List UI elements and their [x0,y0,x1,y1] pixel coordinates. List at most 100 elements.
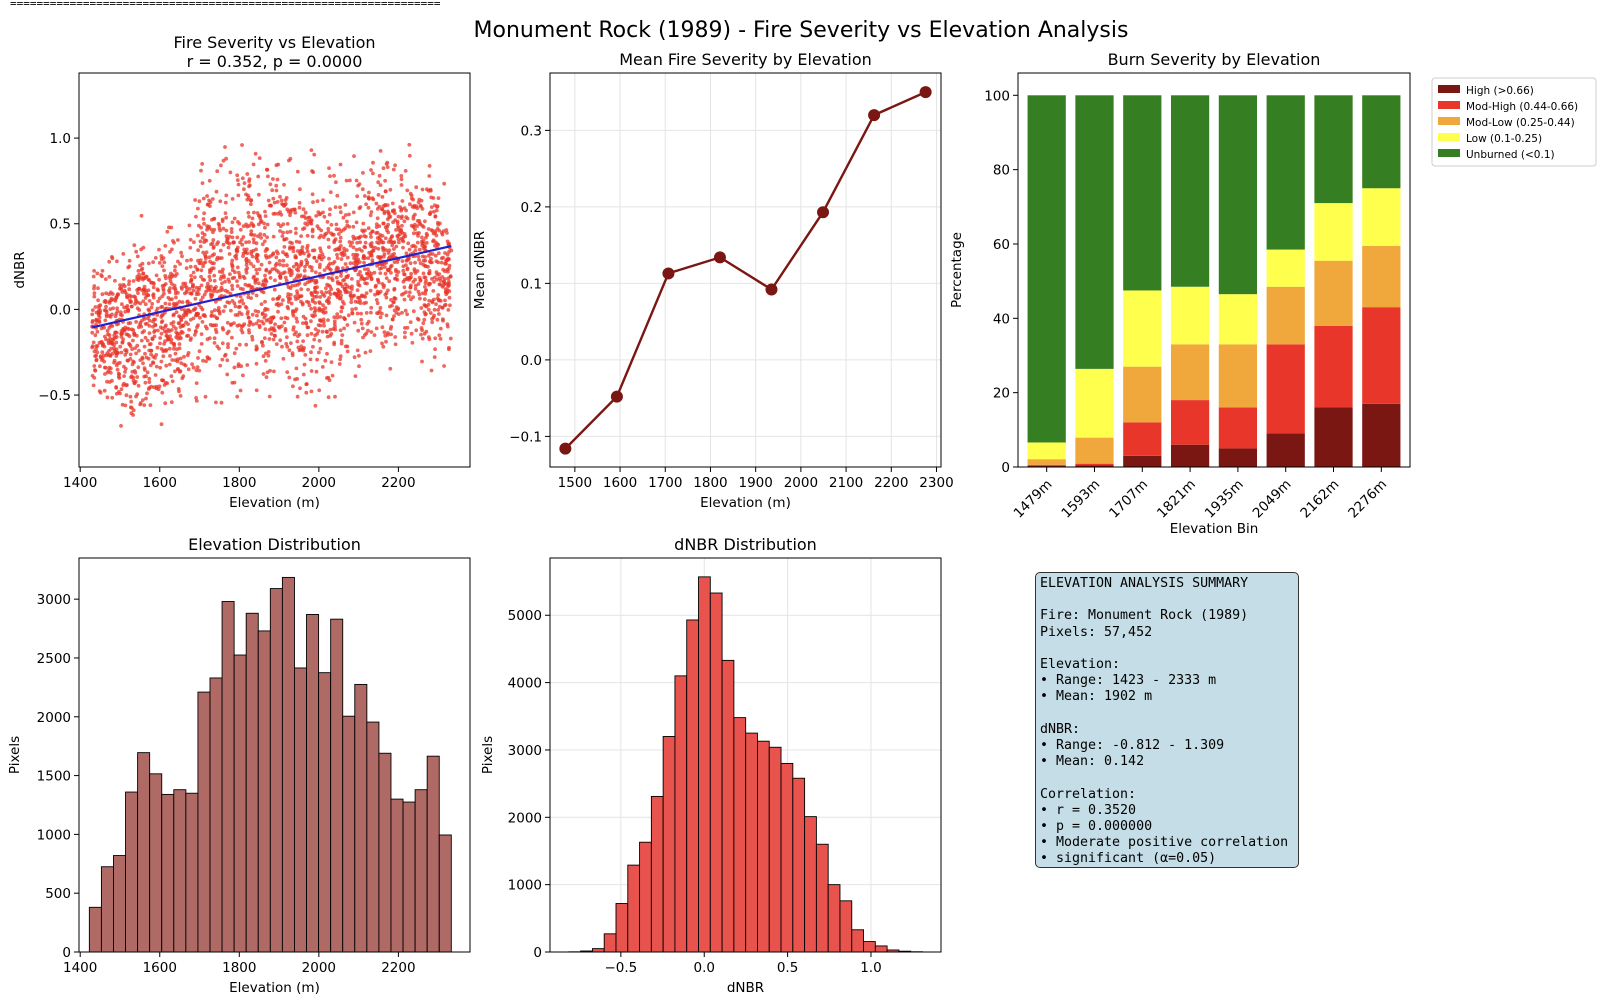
scatter-point [200,307,205,312]
x-tick-label: 1600 [143,960,177,976]
x-axis-label: Elevation (m) [229,980,320,996]
scatter-point [154,364,159,369]
scatter-point [127,258,132,263]
scatter-point [243,250,248,255]
scatter-point [151,292,156,297]
scatter-point [366,328,370,333]
scatter-point [306,287,310,292]
scatter-point [323,306,328,310]
scatter-point [153,256,158,260]
scatter-point [297,201,302,205]
scatter-point [323,358,328,363]
scatter-point [366,226,371,231]
scatter-point [142,403,147,407]
scatter-point [233,313,238,317]
scatter-point [262,221,266,226]
scatter-point [174,295,178,300]
scatter-point [383,271,388,276]
scatter-point [205,281,210,286]
scatter-point [326,375,331,380]
scatter-point [423,219,427,224]
scatter-point [357,283,362,288]
scatter-point [174,310,179,314]
scatter-point [244,222,249,227]
scatter-point [131,359,136,364]
scatter-point [188,245,193,250]
scatter-point [288,273,293,278]
scatter-point [324,329,329,334]
scatter-point [97,310,101,315]
scatter-point [104,291,108,296]
scatter-point [115,293,120,298]
scatter-point [309,306,313,311]
scatter-point [265,222,270,227]
scatter-point [420,243,425,248]
scatter-point [309,389,314,394]
scatter-point [261,372,266,376]
histogram-bar [294,667,307,953]
scatter-point [107,292,111,297]
scatter-point [285,344,290,349]
scatter-point [216,221,221,226]
scatter-point [338,235,343,240]
scatter-point [148,363,153,368]
histogram-bar [390,798,404,953]
x-tick-label: 2100 [829,475,863,491]
scatter-point [357,247,362,252]
histogram-bar [792,777,806,953]
scatter-point [310,169,314,173]
scatter-point [252,210,256,215]
scatter-point [244,256,249,261]
scatter-point [443,298,447,303]
scatter-point [194,381,199,385]
scatter-point [231,240,236,245]
scatter-point [377,235,382,240]
scatter-point [282,245,287,249]
scatter-point [400,259,405,263]
scatter-point [119,350,124,355]
scatter-point [127,279,132,284]
histogram-bar [827,884,841,953]
scatter-point [119,332,124,336]
scatter-point [341,253,345,258]
scatter-point [130,362,135,367]
scatter-point [338,205,342,210]
scatter-point [355,288,360,293]
scatter-point [311,200,315,205]
scatter-point [240,176,245,181]
scatter-point [369,310,373,315]
scatter-point [370,229,375,234]
scatter-point [417,247,422,252]
scatter-point [198,261,203,266]
scatter-point [281,250,285,255]
y-tick-label: 0.5 [50,217,71,233]
scatter-point [291,384,295,389]
scatter-point [185,288,189,292]
scatter-point [114,391,119,396]
scatter-point [345,223,350,228]
scatter-point [384,339,388,344]
scatter-point [167,290,172,295]
scatter-point [202,232,207,237]
scatter-point [109,346,113,351]
scatter-point [104,312,109,317]
scatter-point [118,312,123,317]
scatter-point [267,337,272,341]
scatter-point [273,278,277,283]
scatter-point [281,258,286,263]
scatter-point [388,327,393,331]
x-axis-label: Elevation Bin [1170,521,1259,537]
scatter-point [313,281,318,285]
scatter-point [263,313,268,318]
scatter-point [194,399,199,403]
scatter-point [167,346,172,351]
scatter-point [400,199,405,203]
scatter-point [92,376,97,380]
histogram-bar [674,675,688,953]
scatter-point [425,187,429,192]
scatter-point [136,325,141,330]
x-tick-label: 1600 [143,475,177,491]
scatter-point [384,276,389,280]
scatter-point [359,277,363,281]
scatter-point [169,400,174,404]
